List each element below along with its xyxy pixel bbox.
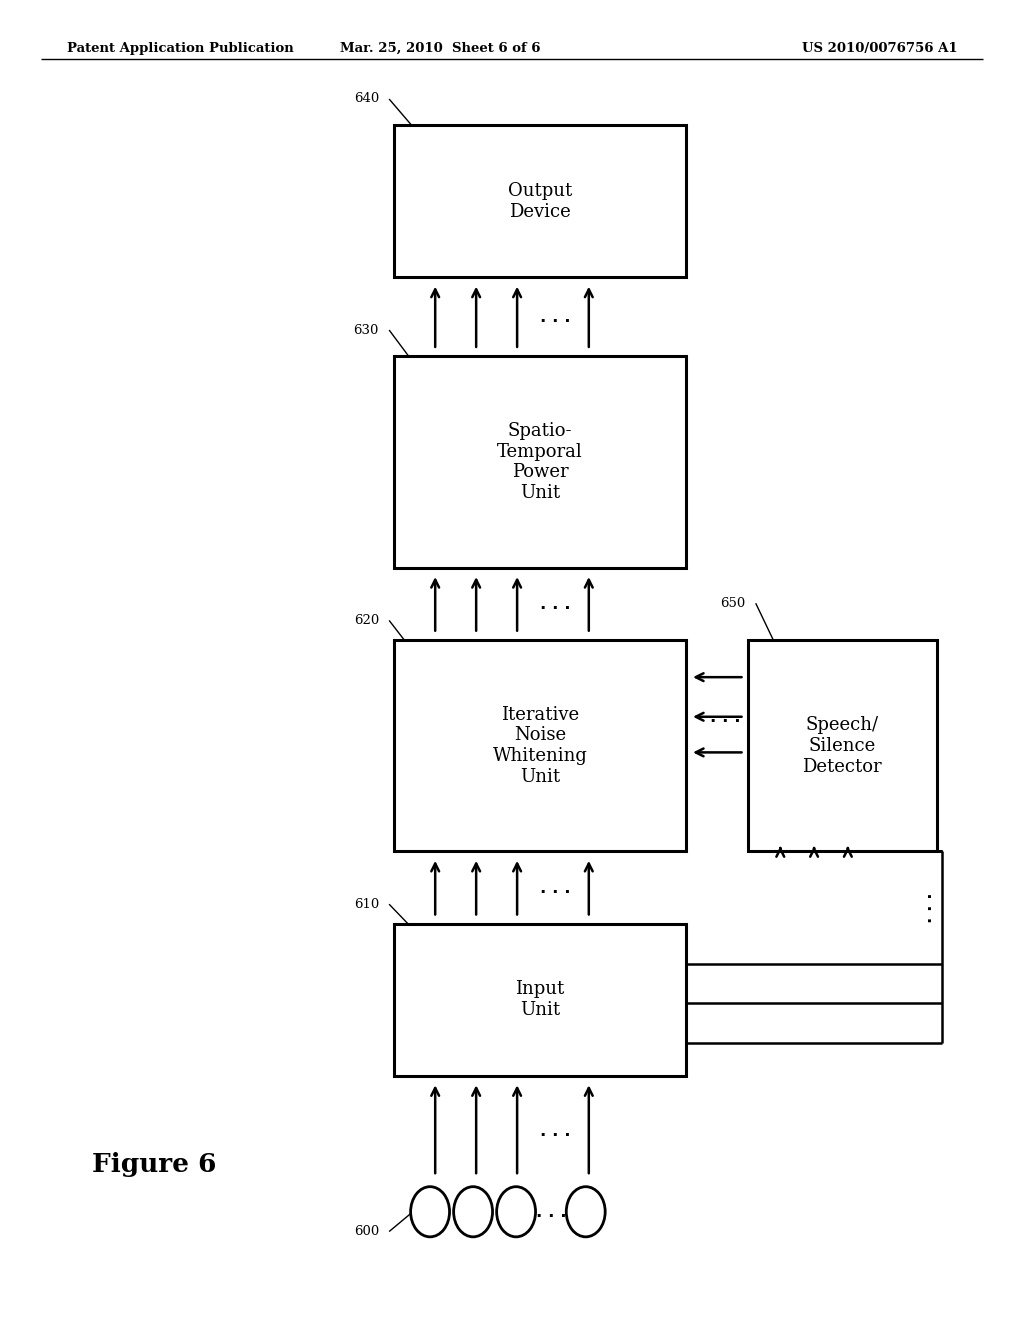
Text: . . .: . . .	[710, 708, 740, 726]
Text: Spatio-
Temporal
Power
Unit: Spatio- Temporal Power Unit	[498, 422, 583, 502]
Text: 650: 650	[720, 597, 745, 610]
Text: Speech/
Silence
Detector: Speech/ Silence Detector	[803, 715, 882, 776]
Text: Figure 6: Figure 6	[92, 1152, 216, 1177]
Text: 620: 620	[353, 614, 379, 627]
Text: . . .: . . .	[540, 1122, 570, 1140]
Circle shape	[566, 1187, 605, 1237]
Text: . . .: . . .	[918, 892, 936, 923]
Circle shape	[497, 1187, 536, 1237]
Text: 600: 600	[353, 1225, 379, 1238]
Text: Output
Device: Output Device	[508, 182, 572, 220]
FancyBboxPatch shape	[748, 640, 937, 851]
Text: . . .: . . .	[540, 879, 570, 896]
Text: US 2010/0076756 A1: US 2010/0076756 A1	[802, 42, 957, 55]
FancyBboxPatch shape	[394, 125, 686, 277]
Circle shape	[454, 1187, 493, 1237]
Text: Input
Unit: Input Unit	[515, 981, 565, 1019]
Text: Iterative
Noise
Whitening
Unit: Iterative Noise Whitening Unit	[493, 706, 588, 785]
Text: Mar. 25, 2010  Sheet 6 of 6: Mar. 25, 2010 Sheet 6 of 6	[340, 42, 541, 55]
Text: 610: 610	[353, 898, 379, 911]
Text: Patent Application Publication: Patent Application Publication	[67, 42, 293, 55]
FancyBboxPatch shape	[394, 356, 686, 568]
FancyBboxPatch shape	[394, 640, 686, 851]
Text: 630: 630	[353, 323, 379, 337]
Text: . . .: . . .	[540, 308, 570, 326]
Text: . . .: . . .	[536, 1203, 566, 1221]
FancyBboxPatch shape	[394, 924, 686, 1076]
Circle shape	[411, 1187, 450, 1237]
Text: . . .: . . .	[540, 595, 570, 612]
Text: 640: 640	[353, 92, 379, 106]
